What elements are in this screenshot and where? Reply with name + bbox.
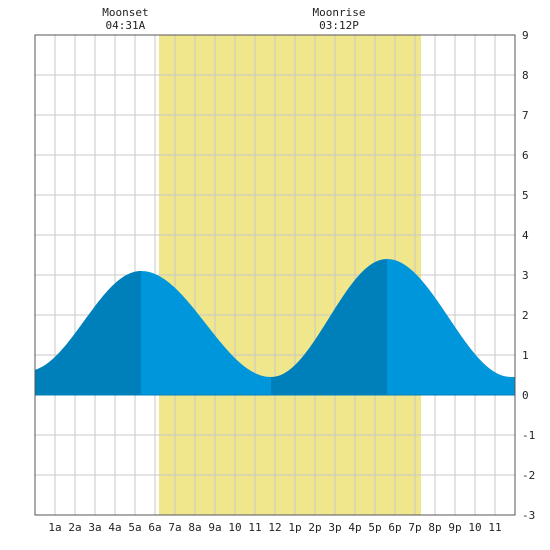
tide-area-falling <box>511 377 515 395</box>
y-tick-label: -1 <box>522 429 535 442</box>
y-tick-label: 6 <box>522 149 529 162</box>
x-tick-label: 1a <box>48 521 61 534</box>
tide-area-falling <box>387 259 511 395</box>
y-tick-label: 5 <box>522 189 529 202</box>
y-tick-label: 0 <box>522 389 529 402</box>
x-tick-label: 10 <box>228 521 241 534</box>
moon-event-time: 03:12P <box>319 19 359 32</box>
x-tick-label: 2p <box>308 521 321 534</box>
moon-event-label: Moonrise <box>313 6 366 19</box>
y-tick-label: 7 <box>522 109 529 122</box>
tide-area <box>35 259 515 395</box>
y-tick-label: 8 <box>522 69 529 82</box>
tide-area-falling <box>141 271 271 395</box>
y-tick-label: 2 <box>522 309 529 322</box>
x-tick-label: 12 <box>268 521 281 534</box>
x-tick-label: 5a <box>128 521 141 534</box>
x-tick-labels: 1a 2a 3a 4a 5a 6a 7a 8a 9a 10 11 12 1p 2p 3p 4p 5p 6p 7p 8p… <box>48 521 501 534</box>
moon-event-time: 04:31A <box>106 19 146 32</box>
y-tick-labels: -3 -2 -1 0 1 2 3 4 5 6 7 8 9 <box>522 29 535 522</box>
y-tick-label: 3 <box>522 269 529 282</box>
y-tick-label: 1 <box>522 349 529 362</box>
x-tick-label: 11 <box>248 521 261 534</box>
tide-area-rising <box>35 271 141 395</box>
x-tick-label: 4p <box>348 521 361 534</box>
x-tick-label: 1p <box>288 521 301 534</box>
x-tick-label: 10 <box>468 521 481 534</box>
x-tick-label: 8p <box>428 521 441 534</box>
x-tick-label: 11 <box>488 521 501 534</box>
y-tick-label: 4 <box>522 229 529 242</box>
x-tick-label: 9p <box>448 521 461 534</box>
moon-event-label: Moonset <box>102 6 148 19</box>
x-tick-label: 5p <box>368 521 381 534</box>
x-tick-label: 4a <box>108 521 121 534</box>
y-tick-label: 9 <box>522 29 529 42</box>
x-tick-label: 3p <box>328 521 341 534</box>
y-tick-label: -3 <box>522 509 535 522</box>
x-tick-label: 9a <box>208 521 221 534</box>
x-tick-label: 7a <box>168 521 181 534</box>
x-tick-label: 3a <box>88 521 101 534</box>
x-tick-label: 2a <box>68 521 81 534</box>
tide-area-rising <box>271 259 387 395</box>
y-tick-label: -2 <box>522 469 535 482</box>
x-tick-label: 6a <box>148 521 161 534</box>
plot-frame <box>34 34 516 516</box>
x-tick-label: 8a <box>188 521 201 534</box>
x-tick-label: 7p <box>408 521 421 534</box>
x-tick-label: 6p <box>388 521 401 534</box>
